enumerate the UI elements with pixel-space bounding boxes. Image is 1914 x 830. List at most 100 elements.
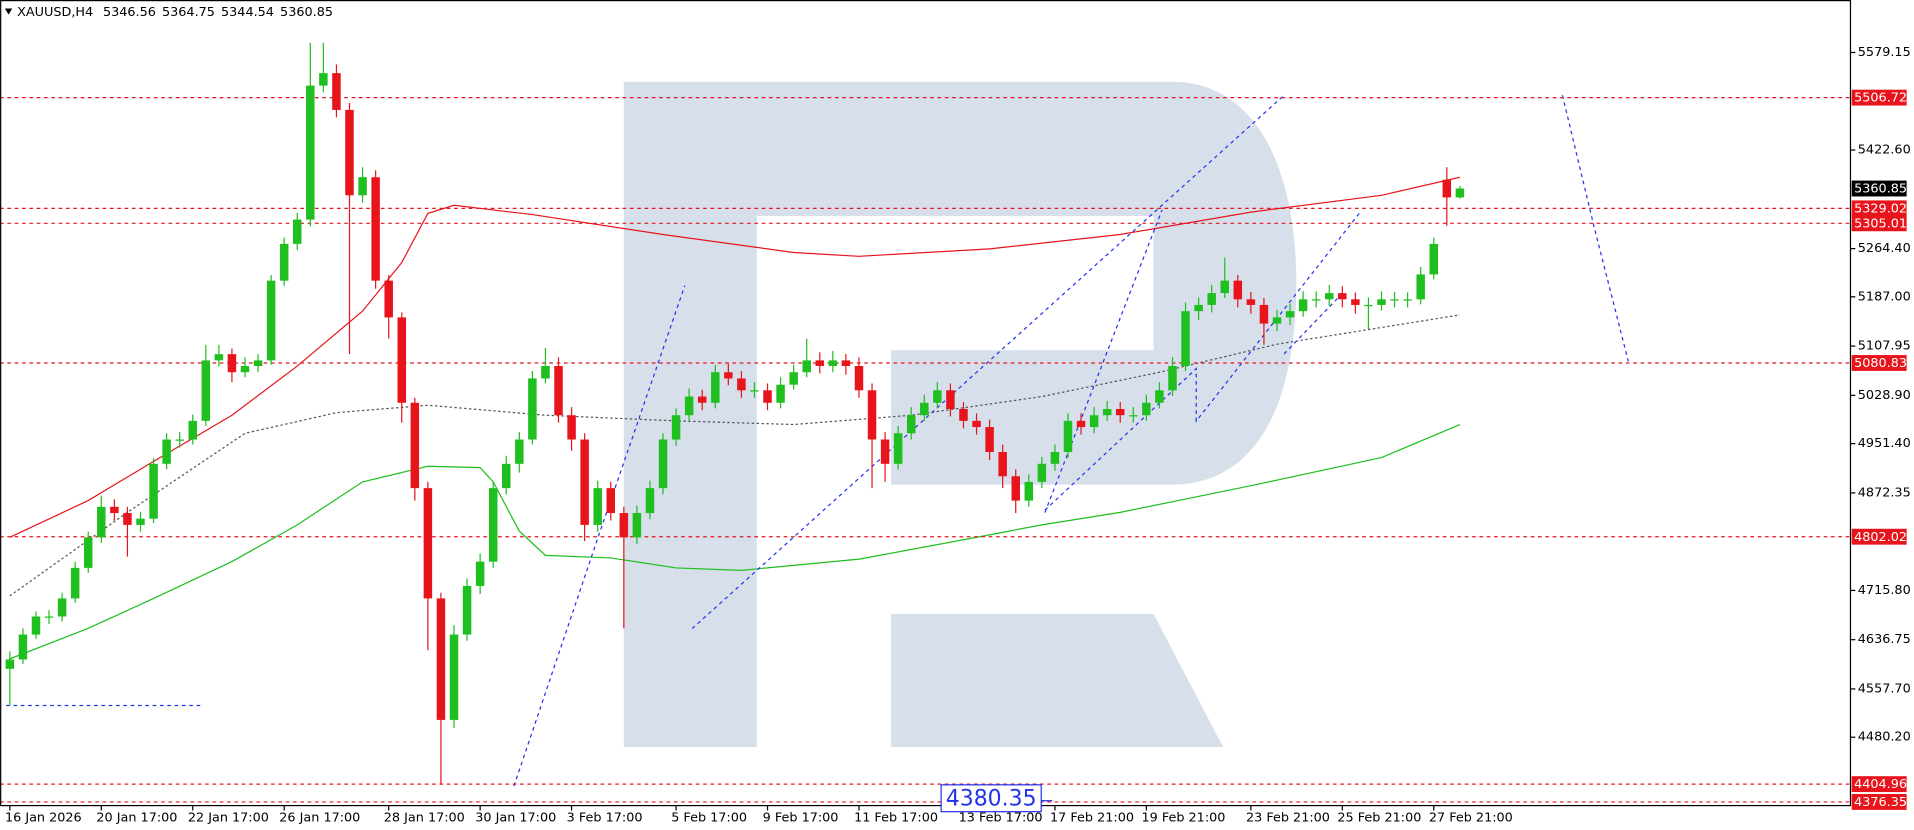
y-tick-label: 5422.60	[1858, 143, 1911, 158]
candle-body	[188, 420, 197, 440]
x-tick-label: 28 Jan 17:00	[384, 810, 465, 825]
candle-body	[933, 390, 942, 403]
trend-lines	[6, 94, 1629, 787]
candle-body	[475, 561, 485, 586]
candle-body	[1115, 408, 1125, 416]
candle-body	[854, 366, 864, 391]
header-open: 5346.56	[103, 5, 156, 20]
x-tick-label: 30 Jan 17:00	[475, 810, 556, 825]
candle-body	[306, 85, 315, 220]
candle-body	[867, 390, 877, 440]
candle-body	[123, 513, 132, 525]
y-tick-label: 4872.35	[1858, 485, 1911, 500]
candle-body	[110, 506, 119, 514]
candle-body	[1168, 366, 1177, 391]
candle-body	[1011, 476, 1020, 501]
candle-body	[449, 634, 459, 720]
x-tick-label: 26 Jan 17:00	[279, 810, 360, 825]
candle-body	[44, 616, 54, 618]
y-tick-label: 5107.95	[1858, 339, 1911, 354]
candle-body	[1338, 293, 1347, 300]
candle-body	[737, 378, 746, 391]
candle-body	[828, 360, 838, 367]
candle-body	[880, 439, 890, 464]
level-label: 5329.02	[1854, 201, 1907, 216]
x-tick-label: 23 Feb 21:00	[1246, 810, 1330, 825]
candle-body	[750, 390, 759, 392]
level-label-box	[1851, 200, 1907, 217]
axes: 5579.15 5422.60 5264.40 5187.00 5107.95 5028.…	[5, 45, 1911, 825]
candle-body	[175, 439, 184, 441]
candle-body	[5, 659, 15, 669]
levels	[0, 97, 1851, 803]
annotation-box	[940, 784, 1042, 813]
candle-body	[293, 219, 302, 244]
candle-body	[1142, 402, 1151, 416]
y-tick-label: 5264.40	[1858, 241, 1911, 256]
candle-body	[711, 372, 720, 403]
menu-triangle[interactable]	[4, 8, 13, 15]
candle-body	[162, 439, 171, 464]
price-label: 5360.85	[1854, 182, 1907, 197]
x-tick-label: 22 Jan 17:00	[188, 810, 269, 825]
trend-line	[1044, 209, 1163, 513]
candle-body	[841, 360, 851, 367]
candle-body	[658, 439, 668, 489]
candle-body	[1220, 280, 1229, 294]
level-label: 4376.35	[1854, 795, 1907, 810]
candle-body	[645, 488, 655, 514]
level-label: 4802.02	[1854, 530, 1907, 545]
candle-body	[1390, 299, 1399, 301]
candle-body	[1285, 311, 1295, 318]
annotation: 4380.35	[946, 786, 1037, 811]
plot-frame	[0, 0, 1852, 807]
candles	[5, 42, 1465, 785]
moving-average	[9, 314, 1460, 597]
header-high: 5364.75	[162, 5, 215, 20]
candle-body	[959, 408, 968, 421]
candle-body	[1076, 420, 1086, 428]
candle-body	[580, 439, 589, 525]
candle-body	[802, 360, 811, 373]
candle-body	[1311, 299, 1321, 301]
candle-body	[149, 463, 158, 519]
y-tick-label: 5028.90	[1858, 388, 1911, 403]
candle-body	[1102, 408, 1112, 416]
candle-body	[985, 427, 994, 452]
candle-body	[266, 280, 276, 361]
candle-body	[97, 506, 106, 538]
y-tick-label: 5579.15	[1858, 45, 1911, 60]
candle-body	[671, 415, 681, 440]
y-tick-label: 4951.40	[1858, 436, 1911, 451]
x-tick-label: 25 Feb 21:00	[1337, 810, 1421, 825]
candle-body	[1246, 299, 1256, 305]
candle-body	[397, 317, 406, 403]
y-tick-label: 4557.70	[1858, 681, 1911, 696]
watermark-leg	[891, 613, 1224, 747]
candle-body	[1181, 311, 1190, 367]
candle-body	[893, 433, 903, 464]
candle-body	[1050, 451, 1060, 464]
candle-body	[515, 439, 524, 464]
x-tick-label: 11 Feb 17:00	[854, 810, 938, 825]
x-tick-label: 20 Jan 17:00	[96, 810, 177, 825]
candle-body	[1037, 463, 1047, 482]
level-label: 5506.72	[1854, 91, 1907, 106]
candle-body	[227, 354, 237, 373]
overlays	[9, 176, 1461, 660]
header: XAUUSD,H4 5346.56 5364.75 5344.54 5360.85	[17, 5, 333, 20]
candle-body	[606, 488, 616, 514]
candle-body	[502, 463, 511, 489]
level-label: 5080.83	[1854, 356, 1907, 371]
candle-body	[1259, 304, 1269, 324]
candle-body	[371, 177, 380, 281]
candle-body	[201, 360, 211, 421]
candle-body	[1416, 274, 1425, 300]
candle-body	[906, 415, 916, 434]
candle-body	[619, 513, 629, 538]
candle-body	[972, 420, 981, 428]
level-label: 4404.96	[1854, 777, 1907, 792]
x-tick-label: 17 Feb 21:00	[1050, 810, 1134, 825]
level-label-box	[1851, 215, 1907, 232]
candle-body	[946, 390, 955, 409]
